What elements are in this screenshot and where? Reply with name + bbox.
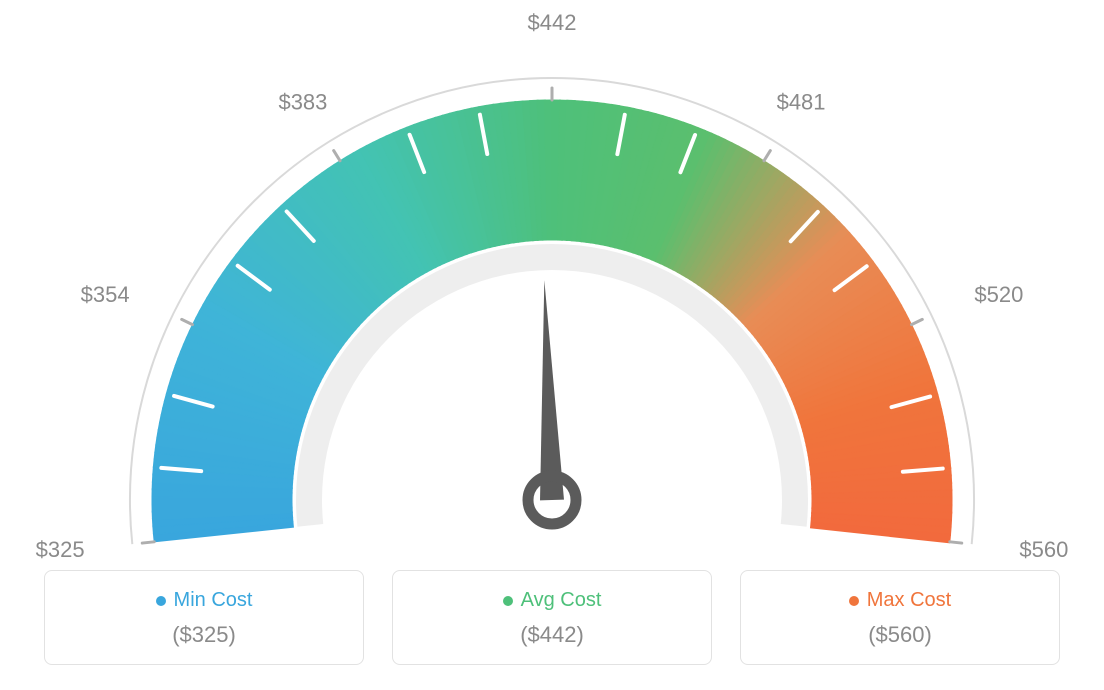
svg-text:$383: $383: [278, 89, 327, 114]
legend-dot-min: [156, 596, 166, 606]
legend-label: Avg Cost: [521, 589, 602, 612]
legend-title-max: Max Cost: [849, 589, 951, 612]
legend-card-avg: Avg Cost ($442): [392, 570, 712, 665]
legend-value-max: ($560): [751, 622, 1049, 648]
legend-dot-avg: [503, 596, 513, 606]
legend-card-min: Min Cost ($325): [44, 570, 364, 665]
legend-row: Min Cost ($325) Avg Cost ($442) Max Cost…: [0, 570, 1104, 665]
gauge-svg: $325 $354 $383 $442 $481 $520 $560: [0, 0, 1104, 560]
legend-value-min: ($325): [55, 622, 353, 648]
svg-text:$442: $442: [528, 10, 577, 35]
legend-title-avg: Avg Cost: [503, 589, 602, 612]
svg-text:$520: $520: [974, 282, 1023, 307]
legend-label: Min Cost: [174, 589, 253, 612]
legend-dot-max: [849, 596, 859, 606]
svg-text:$481: $481: [777, 89, 826, 114]
legend-label: Max Cost: [867, 589, 951, 612]
svg-text:$354: $354: [81, 282, 130, 307]
svg-text:$325: $325: [36, 537, 85, 560]
legend-value-avg: ($442): [403, 622, 701, 648]
cost-gauge: $325 $354 $383 $442 $481 $520 $560: [0, 0, 1104, 560]
legend-title-min: Min Cost: [156, 589, 253, 612]
svg-text:$560: $560: [1019, 537, 1068, 560]
legend-card-max: Max Cost ($560): [740, 570, 1060, 665]
